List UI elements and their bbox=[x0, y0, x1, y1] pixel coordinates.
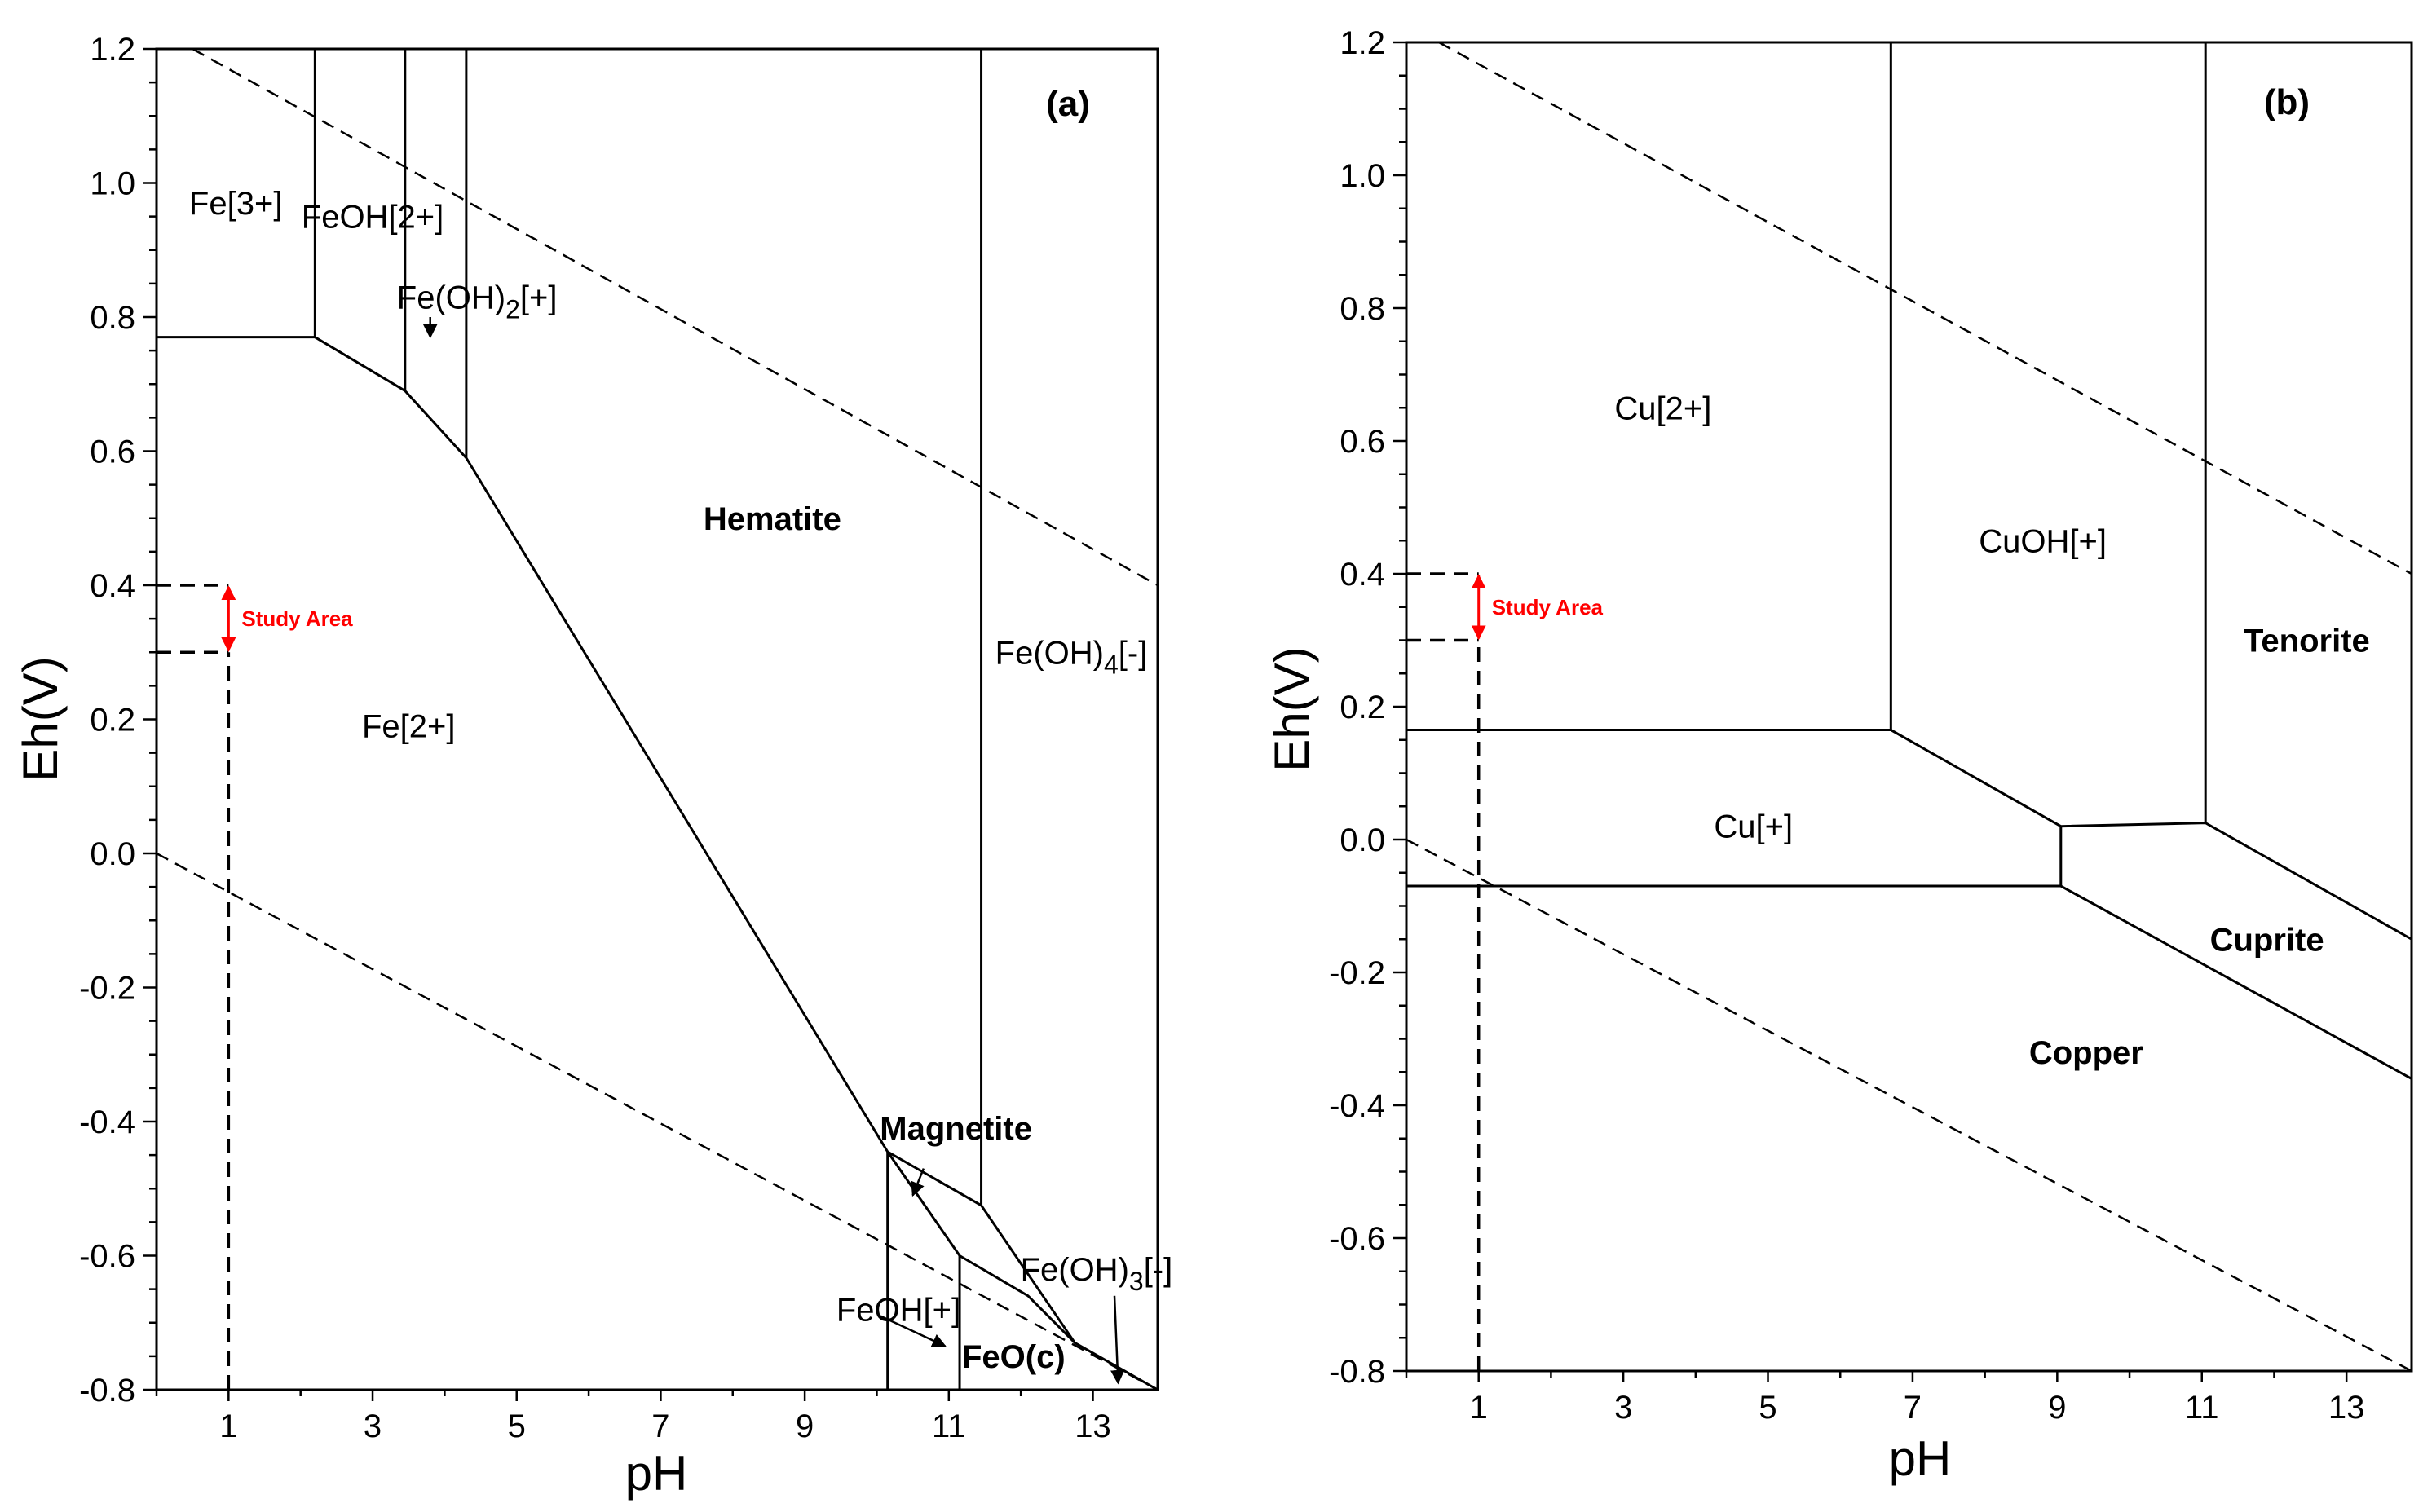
y-tick-label: 0.8 bbox=[90, 300, 135, 336]
y-tick-label: 0.0 bbox=[90, 836, 135, 872]
region-label-fe-2: Fe[2+] bbox=[362, 709, 456, 745]
y-tick-label: 0.4 bbox=[90, 568, 135, 604]
y-tick-label: -0.2 bbox=[1329, 955, 1385, 991]
y-tick-label: -0.2 bbox=[79, 971, 135, 1007]
y-tick-label: 1.2 bbox=[1339, 25, 1385, 61]
y-tick-label: -0.4 bbox=[1329, 1088, 1385, 1124]
panel-b-x-title: pH bbox=[1889, 1431, 1952, 1486]
phase-boundary-5 bbox=[1406, 884, 2412, 1080]
y-tick-label: 1.0 bbox=[90, 166, 135, 202]
region-label-cuoh: CuOH[+] bbox=[1979, 523, 2107, 559]
region-label-feoh: FeOH[+] bbox=[836, 1292, 960, 1328]
panel-a-water-lines bbox=[156, 47, 1159, 1391]
panel-b: Study Area Cu[2+] CuOH[+] Tenorite Cu[+] Cup… bbox=[1264, 25, 2413, 1486]
y-tick-label: -0.4 bbox=[79, 1104, 135, 1140]
study-area-label: Study Area bbox=[241, 606, 353, 631]
x-tick-label: 3 bbox=[364, 1408, 382, 1444]
water-stability-line-2 bbox=[1406, 838, 2412, 1373]
region-label-fe-oh-3: Fe(OH)3[-] bbox=[1021, 1252, 1173, 1296]
panel-a-y-axis: -0.8 -0.6 -0.4 -0.2 0.0 0.2 0.4 0.6 0.8 1.0 1.2 bbox=[79, 32, 157, 1408]
panel-b-water-lines bbox=[1406, 41, 2412, 1373]
panel-a-regions: Fe[3+] FeOH[2+] Fe(OH)2[+] Hematite Fe[2+] Fe… bbox=[189, 186, 1172, 1375]
x-tick-label: 13 bbox=[2328, 1390, 2365, 1426]
phase-boundary-7 bbox=[886, 1151, 1076, 1344]
x-tick-label: 9 bbox=[2048, 1390, 2066, 1426]
y-tick-label: -0.6 bbox=[1329, 1221, 1385, 1257]
region-label-cuprite: Cuprite bbox=[2210, 922, 2324, 958]
panel-b-regions: Cu[2+] CuOH[+] Tenorite Cu[+] Cuprite Copper bbox=[1614, 390, 2369, 1071]
region-label-feo-c: FeO(c) bbox=[962, 1339, 1066, 1375]
y-tick-label: -0.8 bbox=[1329, 1354, 1385, 1390]
label-pointer-arrow-4 bbox=[1110, 1295, 1125, 1385]
label-pointer-arrow-2 bbox=[911, 1168, 925, 1197]
y-tick-label: 0.4 bbox=[1339, 557, 1385, 593]
x-tick-label: 11 bbox=[932, 1408, 966, 1444]
phase-boundary-1 bbox=[1406, 729, 2412, 941]
panel-b-y-axis: -0.8 -0.6 -0.4 -0.2 0.0 0.2 0.4 0.6 0.8 1.0 1.2 bbox=[1329, 25, 1406, 1390]
region-label-fe-oh-2: Fe(OH)2[+] bbox=[397, 280, 558, 324]
region-label-cu: Cu[+] bbox=[1714, 809, 1793, 845]
water-stability-line-1 bbox=[1438, 41, 2412, 575]
panel-b-y-title: Eh(V) bbox=[1264, 646, 1319, 771]
y-tick-label: 0.0 bbox=[1339, 822, 1385, 858]
panel-a-label: (a) bbox=[1046, 84, 1090, 124]
phase-boundary-1 bbox=[157, 336, 1159, 1391]
panel-a-y-title: Eh(V) bbox=[13, 656, 68, 781]
panel-b-boundaries bbox=[1406, 42, 2412, 1080]
study-area-label: Study Area bbox=[1492, 595, 1604, 619]
x-tick-label: 7 bbox=[651, 1408, 669, 1444]
x-tick-label: 5 bbox=[1759, 1390, 1776, 1426]
x-tick-label: 9 bbox=[796, 1408, 814, 1444]
y-tick-label: 0.6 bbox=[90, 434, 135, 470]
panel-a: Study Area Fe[3+] FeOH[2+] Fe(OH)2[+] Hemat… bbox=[13, 32, 1172, 1501]
region-label-cu-2: Cu[2+] bbox=[1614, 390, 1711, 426]
panel-a-arrows bbox=[422, 317, 1125, 1385]
panel-b-frame bbox=[1405, 41, 2413, 1373]
water-stability-line-1 bbox=[192, 47, 1159, 587]
x-tick-label: 3 bbox=[1614, 1390, 1632, 1426]
y-tick-label: 1.2 bbox=[90, 32, 135, 68]
region-label-fe-3: Fe[3+] bbox=[189, 186, 283, 222]
y-tick-label: -0.8 bbox=[79, 1373, 135, 1408]
x-tick-label: 7 bbox=[1904, 1390, 1922, 1426]
panel-b-x-axis: 1 3 5 7 9 11 13 bbox=[1405, 1371, 2365, 1426]
panel-a-x-axis: 1 3 5 7 9 11 13 bbox=[155, 1390, 1111, 1444]
label-pointer-arrow-3 bbox=[880, 1315, 947, 1347]
region-label-magnetite: Magnetite bbox=[880, 1111, 1032, 1147]
y-tick-label: 1.0 bbox=[1339, 158, 1385, 194]
y-tick-label: 0.2 bbox=[90, 703, 135, 738]
y-tick-label: 0.8 bbox=[1339, 291, 1385, 327]
panel-a-x-title: pH bbox=[625, 1446, 688, 1501]
region-label-fe-oh-4: Fe(OH)4[-] bbox=[995, 635, 1148, 679]
region-label-hematite: Hematite bbox=[704, 501, 841, 537]
panel-a-frame bbox=[155, 47, 1159, 1391]
region-label-copper: Copper bbox=[2029, 1035, 2143, 1071]
region-label-feoh-2: FeOH[2+] bbox=[302, 200, 444, 236]
y-tick-label: 0.6 bbox=[1339, 424, 1385, 460]
y-tick-label: 0.2 bbox=[1339, 690, 1385, 725]
x-tick-label: 1 bbox=[219, 1408, 237, 1444]
x-tick-label: 1 bbox=[1470, 1390, 1488, 1426]
panel-a-study-area: Study Area bbox=[157, 584, 353, 1390]
x-tick-label: 5 bbox=[508, 1408, 526, 1444]
y-tick-label: -0.6 bbox=[79, 1239, 135, 1275]
panel-a-boundaries bbox=[157, 49, 1159, 1391]
panel-b-study-area: Study Area bbox=[1406, 572, 1604, 1371]
region-label-tenorite: Tenorite bbox=[2244, 624, 2370, 659]
x-tick-label: 11 bbox=[2185, 1390, 2219, 1426]
panel-b-label: (b) bbox=[2264, 82, 2310, 122]
x-tick-label: 13 bbox=[1075, 1408, 1111, 1444]
